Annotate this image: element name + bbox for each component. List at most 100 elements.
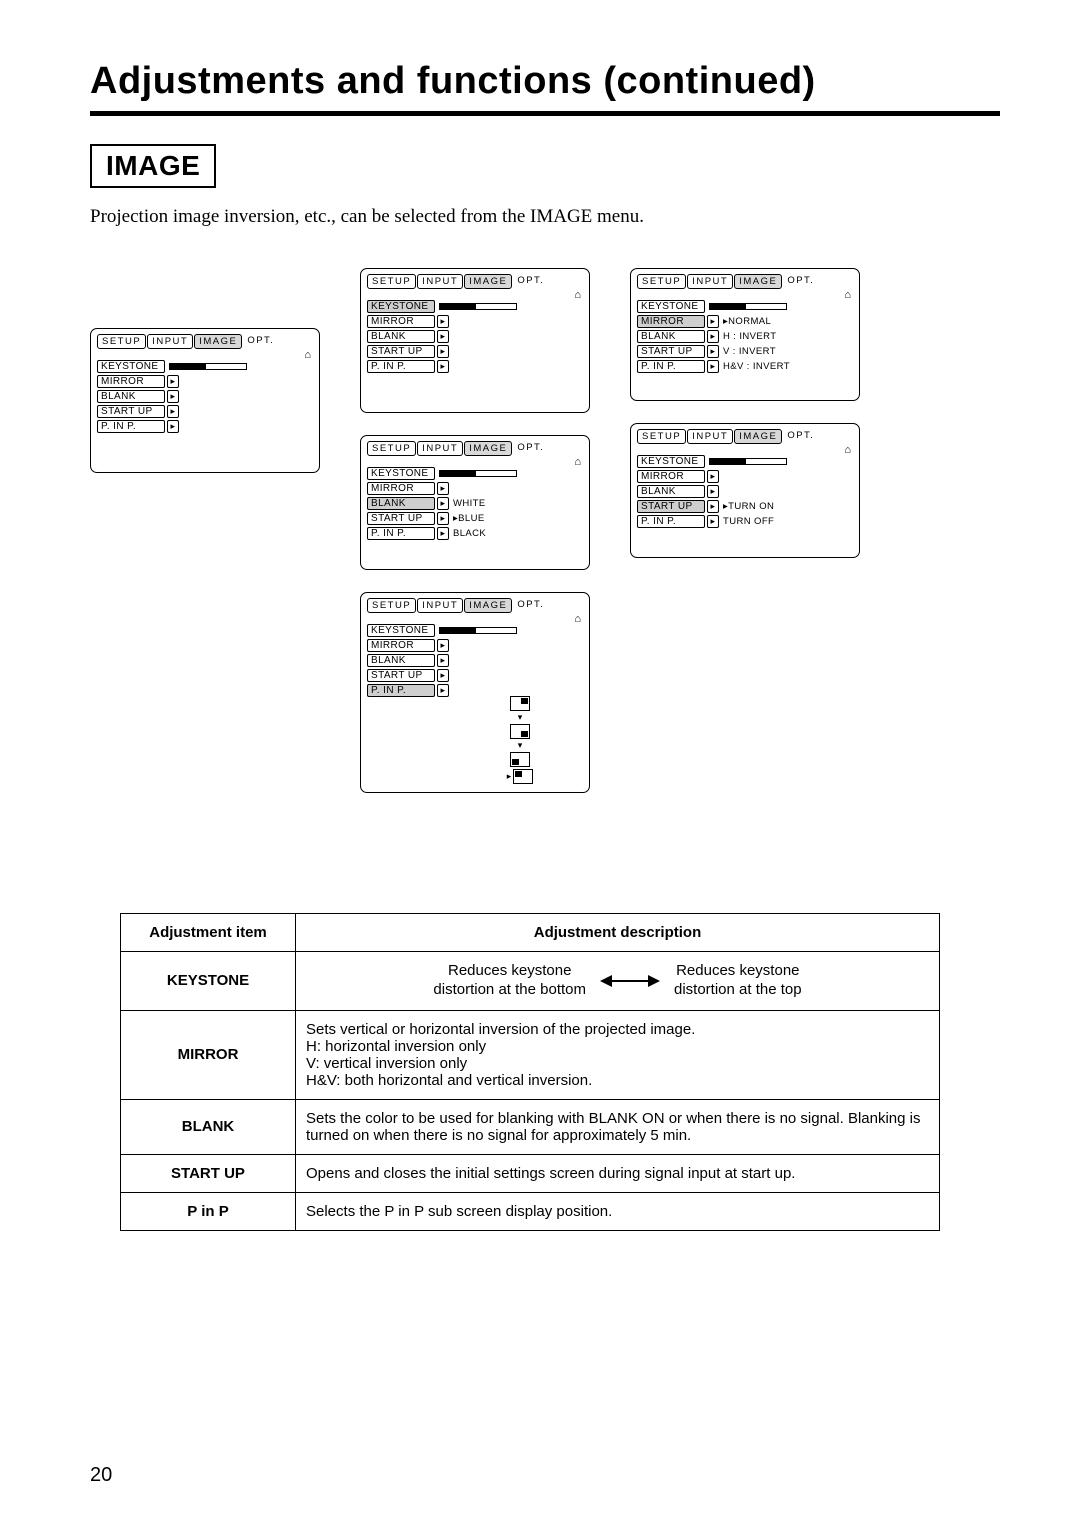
- arrow-icon: ▸: [437, 315, 449, 328]
- tab-image: IMAGE: [734, 274, 782, 289]
- arrow-icon: ▸: [437, 497, 449, 510]
- osd-startup: START UP: [637, 345, 705, 358]
- down-icon: ▾: [518, 713, 523, 722]
- mirror-vinvert: V : INVERT: [723, 345, 776, 359]
- osd-blank: BLANK: [97, 390, 165, 403]
- blank-white: WHITE: [453, 497, 486, 511]
- osd-blank: BLANK: [367, 654, 435, 667]
- osd-blank: BLANK: [367, 497, 435, 510]
- adjustments-table: Adjustment item Adjustment description K…: [120, 913, 940, 1231]
- arrow-icon: ▸: [167, 375, 179, 388]
- tab-opt: OPT.: [783, 274, 818, 289]
- row-keystone-name: KEYSTONE: [121, 952, 296, 1011]
- tab-input: INPUT: [417, 598, 463, 613]
- osd-pinp: P. IN P.: [367, 684, 435, 697]
- osd-area: SETUP INPUT IMAGE OPT. ⌂ KEYSTONE MIRROR…: [90, 268, 1000, 793]
- tab-setup: SETUP: [367, 441, 416, 456]
- home-icon: ⌂: [844, 289, 851, 301]
- title-underline: [90, 111, 1000, 116]
- arrow-icon: ▸: [437, 345, 449, 358]
- mirror-hinvert: H : INVERT: [723, 330, 776, 344]
- tab-input: INPUT: [687, 274, 733, 289]
- keystone-slider: [439, 626, 517, 636]
- blank-blue: ▸BLUE: [453, 512, 485, 526]
- osd-startup: START UP: [367, 669, 435, 682]
- tab-setup: SETUP: [367, 598, 416, 613]
- osd-pinp: P. IN P.: [637, 360, 705, 373]
- tab-image: IMAGE: [734, 429, 782, 444]
- tab-setup: SETUP: [97, 334, 146, 349]
- home-icon: ⌂: [574, 613, 581, 625]
- tab-input: INPUT: [417, 274, 463, 289]
- arrow-icon: ▸: [437, 527, 449, 540]
- blank-submenu: WHITE: [453, 496, 486, 511]
- tab-image: IMAGE: [464, 274, 512, 289]
- intro-text: Projection image inversion, etc., can be…: [90, 206, 1000, 228]
- arrow-icon: ▸: [437, 654, 449, 667]
- osd-startup: START UP: [637, 500, 705, 513]
- row-mirror-desc: Sets vertical or horizontal inversion of…: [296, 1010, 940, 1099]
- row-pinp-name: P in P: [121, 1192, 296, 1230]
- osd-keystone: KEYSTONE: [97, 360, 165, 373]
- tab-opt: OPT.: [513, 274, 548, 289]
- startup-off: TURN OFF: [723, 515, 774, 529]
- osd-panel-pinp: SETUP INPUT IMAGE OPT. ⌂ KEYSTONE MIRROR…: [360, 592, 590, 793]
- keystone-left: Reduces keystone distortion at the botto…: [433, 962, 586, 1000]
- osd-mirror: MIRROR: [367, 315, 435, 328]
- osd-panel-blank: SETUP INPUT IMAGE OPT. ⌂ KEYSTONE MIRROR…: [360, 435, 590, 570]
- row-startup-name: START UP: [121, 1154, 296, 1192]
- arrow-icon: ▸: [167, 390, 179, 403]
- row-startup-desc: Opens and closes the initial settings sc…: [296, 1154, 940, 1192]
- arrow-icon: ▸: [437, 330, 449, 343]
- osd-panel-keystone: SETUP INPUT IMAGE OPT. ⌂ KEYSTONE MIRROR…: [360, 268, 590, 413]
- osd-panel-mirror: SETUP INPUT IMAGE OPT. ⌂ KEYSTONE MIRROR…: [630, 268, 860, 401]
- row-blank-desc: Sets the color to be used for blanking w…: [296, 1099, 940, 1154]
- pip-thumbnails: ▾ ▾ ▸: [457, 696, 583, 784]
- osd-blank: BLANK: [637, 330, 705, 343]
- tab-setup: SETUP: [367, 274, 416, 289]
- osd-blank: BLANK: [367, 330, 435, 343]
- osd-pinp: P. IN P.: [367, 360, 435, 373]
- arrow-icon: ▸: [707, 500, 719, 513]
- arrow-icon: ▸: [707, 485, 719, 498]
- row-pinp-desc: Selects the P in P sub screen display po…: [296, 1192, 940, 1230]
- keystone-slider: [709, 457, 787, 467]
- page-title: Adjustments and functions (continued): [90, 60, 1000, 103]
- arrow-icon: ▸: [437, 639, 449, 652]
- tab-image: IMAGE: [464, 598, 512, 613]
- tab-opt: OPT.: [513, 598, 548, 613]
- osd-keystone: KEYSTONE: [367, 467, 435, 480]
- tab-setup: SETUP: [637, 274, 686, 289]
- keystone-slider: [439, 302, 517, 312]
- home-icon: ⌂: [844, 444, 851, 456]
- arrow-icon: ▸: [437, 669, 449, 682]
- home-icon: ⌂: [574, 456, 581, 468]
- osd-pinp: P. IN P.: [637, 515, 705, 528]
- page-number: 20: [90, 1464, 112, 1487]
- keystone-right: Reduces keystone distortion at the top: [674, 962, 802, 1000]
- section-title: IMAGE: [90, 144, 216, 188]
- arrow-icon: ▸: [707, 515, 719, 528]
- row-mirror-name: MIRROR: [121, 1010, 296, 1099]
- tab-image: IMAGE: [464, 441, 512, 456]
- arrow-icon: ▸: [707, 315, 719, 328]
- row-keystone-desc: Reduces keystone distortion at the botto…: [296, 952, 940, 1011]
- double-arrow-icon: [600, 972, 660, 990]
- tab-opt: OPT.: [243, 334, 278, 349]
- keystone-slider: [709, 302, 787, 312]
- tab-setup: SETUP: [637, 429, 686, 444]
- blank-black: BLACK: [453, 527, 486, 541]
- arrow-icon: ▸: [707, 470, 719, 483]
- arrow-icon: ▸: [437, 360, 449, 373]
- mirror-normal: ▸NORMAL: [723, 315, 771, 329]
- arrow-icon: ▸: [167, 420, 179, 433]
- osd-keystone: KEYSTONE: [367, 624, 435, 637]
- osd-keystone: KEYSTONE: [637, 300, 705, 313]
- startup-on: ▸TURN ON: [723, 500, 774, 514]
- home-icon: ⌂: [574, 289, 581, 301]
- tab-input: INPUT: [147, 334, 193, 349]
- row-blank-name: BLANK: [121, 1099, 296, 1154]
- home-icon: ⌂: [304, 349, 311, 361]
- osd-startup: START UP: [367, 345, 435, 358]
- arrow-icon: ▸: [707, 360, 719, 373]
